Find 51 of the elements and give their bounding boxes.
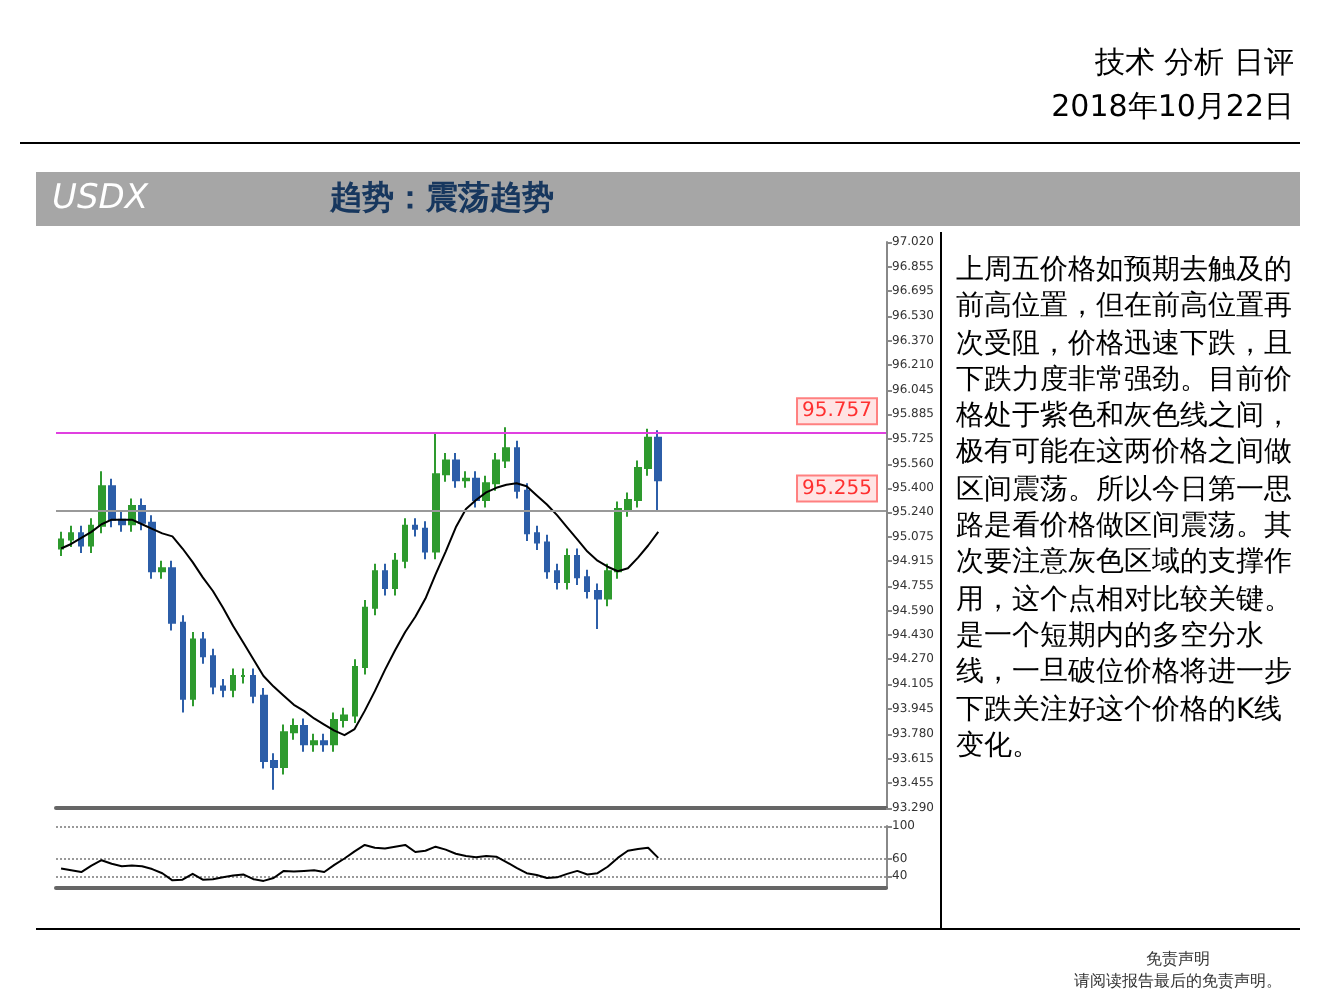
text: 上周五价格如预期去触及的前高位置，但在前高位置再次受阻，价格迅速下跌，且下跌力度非常强劲。目前价格处于紫色和灰色线之间，极有可能在这两价格之间做区间震荡。所以今日第一思路是看价格做区间震荡。其次要注意灰色区域的支撑作用，这个点相对比较关键。是一个短期内的多空分水线，一旦破位价格将进一步下跌关注好这个价格的K线变化。 bbox=[956, 254, 1292, 762]
candlestick bbox=[58, 530, 64, 558]
candlestick bbox=[230, 667, 236, 699]
candlestick bbox=[88, 517, 94, 555]
candlestick bbox=[300, 717, 308, 753]
candlestick bbox=[472, 470, 480, 509]
candlestick bbox=[108, 477, 116, 529]
candlestick bbox=[412, 517, 418, 538]
candlestick bbox=[534, 524, 540, 552]
text: 请阅读报告最后的免责声明。 bbox=[1074, 970, 1282, 992]
candlestick bbox=[190, 630, 196, 708]
ref-line-label: 95.757 bbox=[802, 400, 872, 423]
candlestick bbox=[310, 732, 318, 753]
candlestick bbox=[554, 562, 560, 591]
candlestick bbox=[158, 559, 166, 580]
text: 技术 分析 日评 bbox=[1092, 42, 1294, 84]
candlestick bbox=[584, 568, 590, 600]
candlestick bbox=[250, 667, 256, 705]
candlestick bbox=[320, 732, 328, 753]
candlestick bbox=[524, 482, 530, 542]
candlestick bbox=[382, 562, 388, 597]
candlestick bbox=[352, 658, 358, 725]
candlestick bbox=[210, 647, 216, 696]
candlestick bbox=[574, 547, 580, 586]
candlestick bbox=[452, 451, 460, 489]
candlestick bbox=[422, 520, 428, 561]
candlestick bbox=[372, 562, 378, 617]
candlestick bbox=[402, 517, 408, 570]
line-series bbox=[60, 843, 660, 882]
candlestick bbox=[392, 552, 398, 597]
candlestick bbox=[594, 582, 602, 630]
candlestick bbox=[68, 524, 74, 548]
candlestick bbox=[654, 429, 662, 512]
candlestick bbox=[514, 439, 520, 500]
candlestick bbox=[240, 667, 246, 685]
candlestick bbox=[362, 599, 368, 676]
candlestick bbox=[564, 547, 570, 591]
candlestick bbox=[98, 470, 106, 535]
candlestick bbox=[168, 559, 176, 632]
ref-line-label: 95.255 bbox=[802, 477, 872, 500]
chart-title: USDX bbox=[52, 178, 148, 218]
candlestick bbox=[462, 470, 470, 489]
text: 2018年10月22日 bbox=[1051, 86, 1294, 128]
candlestick bbox=[220, 678, 226, 699]
candlestick bbox=[544, 533, 550, 580]
text: 免责声明 bbox=[1144, 948, 1212, 970]
line-series bbox=[60, 482, 660, 737]
chart-subtitle: 趋势：震荡趋势 bbox=[330, 178, 554, 220]
candlestick bbox=[200, 630, 206, 665]
candlestick bbox=[180, 614, 186, 714]
candlestick bbox=[118, 511, 126, 533]
